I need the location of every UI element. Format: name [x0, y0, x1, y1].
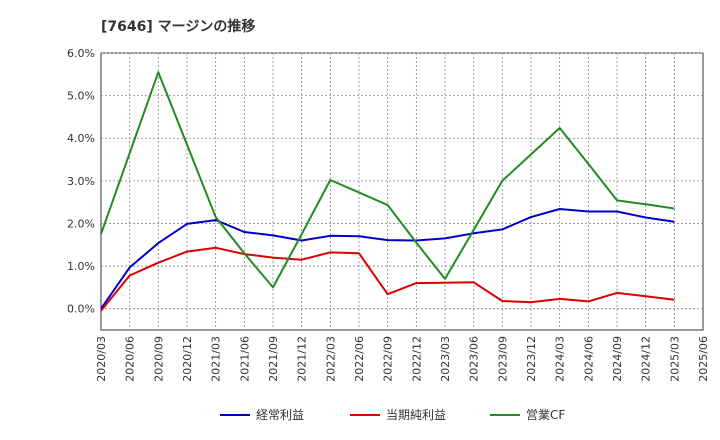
legend-label-3: 営業CF [526, 408, 565, 422]
x-tick-label: 2022/06 [353, 336, 366, 382]
legend-label-1: 経常利益 [256, 408, 304, 422]
x-tick-label: 2022/03 [324, 336, 337, 382]
series-line-3 [100, 71, 675, 289]
x-tick-label: 2025/06 [697, 336, 710, 382]
x-tick-label: 2025/03 [668, 336, 681, 382]
x-tick-label: 2023/09 [496, 336, 509, 382]
series-line-1 [100, 208, 675, 310]
x-tick-label: 2023/12 [525, 336, 538, 382]
x-tick-label: 2024/12 [640, 336, 653, 382]
x-tick-label: 2023/06 [468, 336, 481, 382]
x-tick-label: 2021/12 [296, 336, 309, 382]
x-tick-label: 2022/09 [382, 336, 395, 382]
x-tick-label: 2024/03 [554, 336, 567, 382]
x-tick-label: 2020/03 [95, 336, 108, 382]
x-tick-label: 2023/03 [439, 336, 452, 382]
x-tick-label: 2020/09 [152, 336, 165, 382]
x-tick-label: 2020/12 [181, 336, 194, 382]
legend-label-2: 当期純利益 [386, 408, 446, 422]
y-tick-label: 3.0% [67, 175, 95, 188]
legend: 経常利益 当期純利益 営業CF [220, 408, 565, 422]
x-tick-label: 2022/12 [410, 336, 423, 382]
y-tick-label: 2.0% [67, 217, 95, 230]
y-tick-label: 4.0% [67, 132, 95, 145]
y-tick-label: 5.0% [67, 90, 95, 103]
y-axis-ticks: 6.0% 5.0% 4.0% 3.0% 2.0% 1.0% 0.0% [67, 47, 95, 316]
y-tick-label: 0.0% [67, 303, 95, 316]
x-tick-label: 2024/09 [611, 336, 624, 382]
x-axis-ticks: 2020/03 2020/06 2020/09 2020/12 2021/03 2021/… [95, 336, 710, 382]
series-line-2 [100, 246, 675, 312]
x-tick-label: 2021/06 [238, 336, 251, 382]
plot-area [100, 52, 704, 331]
x-tick-label: 2021/03 [210, 336, 223, 382]
x-tick-label: 2020/06 [124, 336, 137, 382]
y-tick-label: 1.0% [67, 260, 95, 273]
series-lines [100, 71, 675, 312]
x-tick-label: 2024/06 [582, 336, 595, 382]
x-tick-label: 2021/09 [267, 336, 280, 382]
chart-title: [7646] マージンの推移 [101, 18, 255, 35]
y-tick-label: 6.0% [67, 47, 95, 60]
